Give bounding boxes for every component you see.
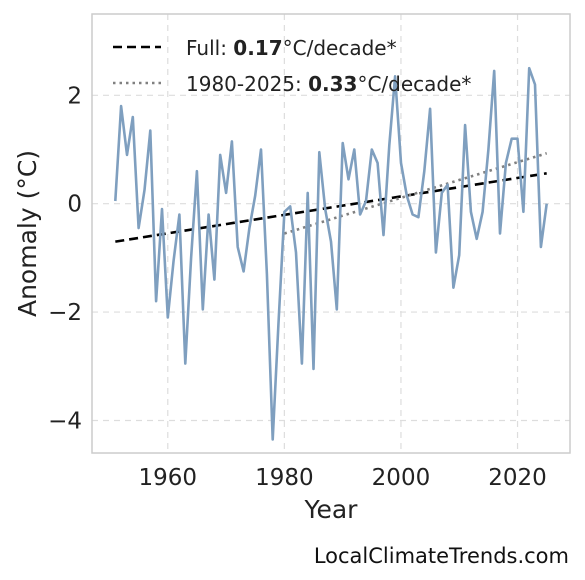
plot-frame [91, 13, 571, 454]
x-axis-label: Year [304, 495, 359, 524]
legend-full-rate: 0.17 [233, 36, 282, 60]
legend-entry-recent: 1980-2025: 0.33°C/decade* [186, 72, 471, 96]
x-tick-label: 2020 [488, 465, 547, 491]
y-tick-labels: −4 −2 0 2 [48, 83, 82, 434]
x-tick-label: 1960 [139, 465, 198, 491]
y-tick-label: 2 [67, 83, 82, 109]
legend: Full: 0.17°C/decade* 1980-2025: 0.33°C/d… [113, 36, 471, 96]
y-tick-label: −2 [48, 300, 82, 326]
legend-full-suffix: °C/decade* [283, 36, 397, 60]
site-credit: LocalClimateTrends.com [313, 544, 569, 568]
y-tick-label: −4 [48, 408, 82, 434]
legend-recent-rate: 0.33 [308, 72, 357, 96]
anomaly-series-line [114, 66, 548, 441]
y-axis-label: Anomaly (°C) [13, 150, 42, 317]
grid [92, 14, 570, 453]
legend-recent-prefix: 1980-2025: [186, 72, 308, 96]
x-tick-labels: 1960 1980 2000 2020 [139, 465, 547, 491]
legend-entry-full: Full: 0.17°C/decade* [186, 36, 397, 60]
legend-full-prefix: Full: [186, 36, 233, 60]
x-tick-label: 1980 [255, 465, 314, 491]
full-trend-line [115, 172, 547, 243]
y-tick-label: 0 [67, 192, 82, 218]
legend-recent-suffix: °C/decade* [357, 72, 471, 96]
x-tick-label: 2000 [372, 465, 431, 491]
